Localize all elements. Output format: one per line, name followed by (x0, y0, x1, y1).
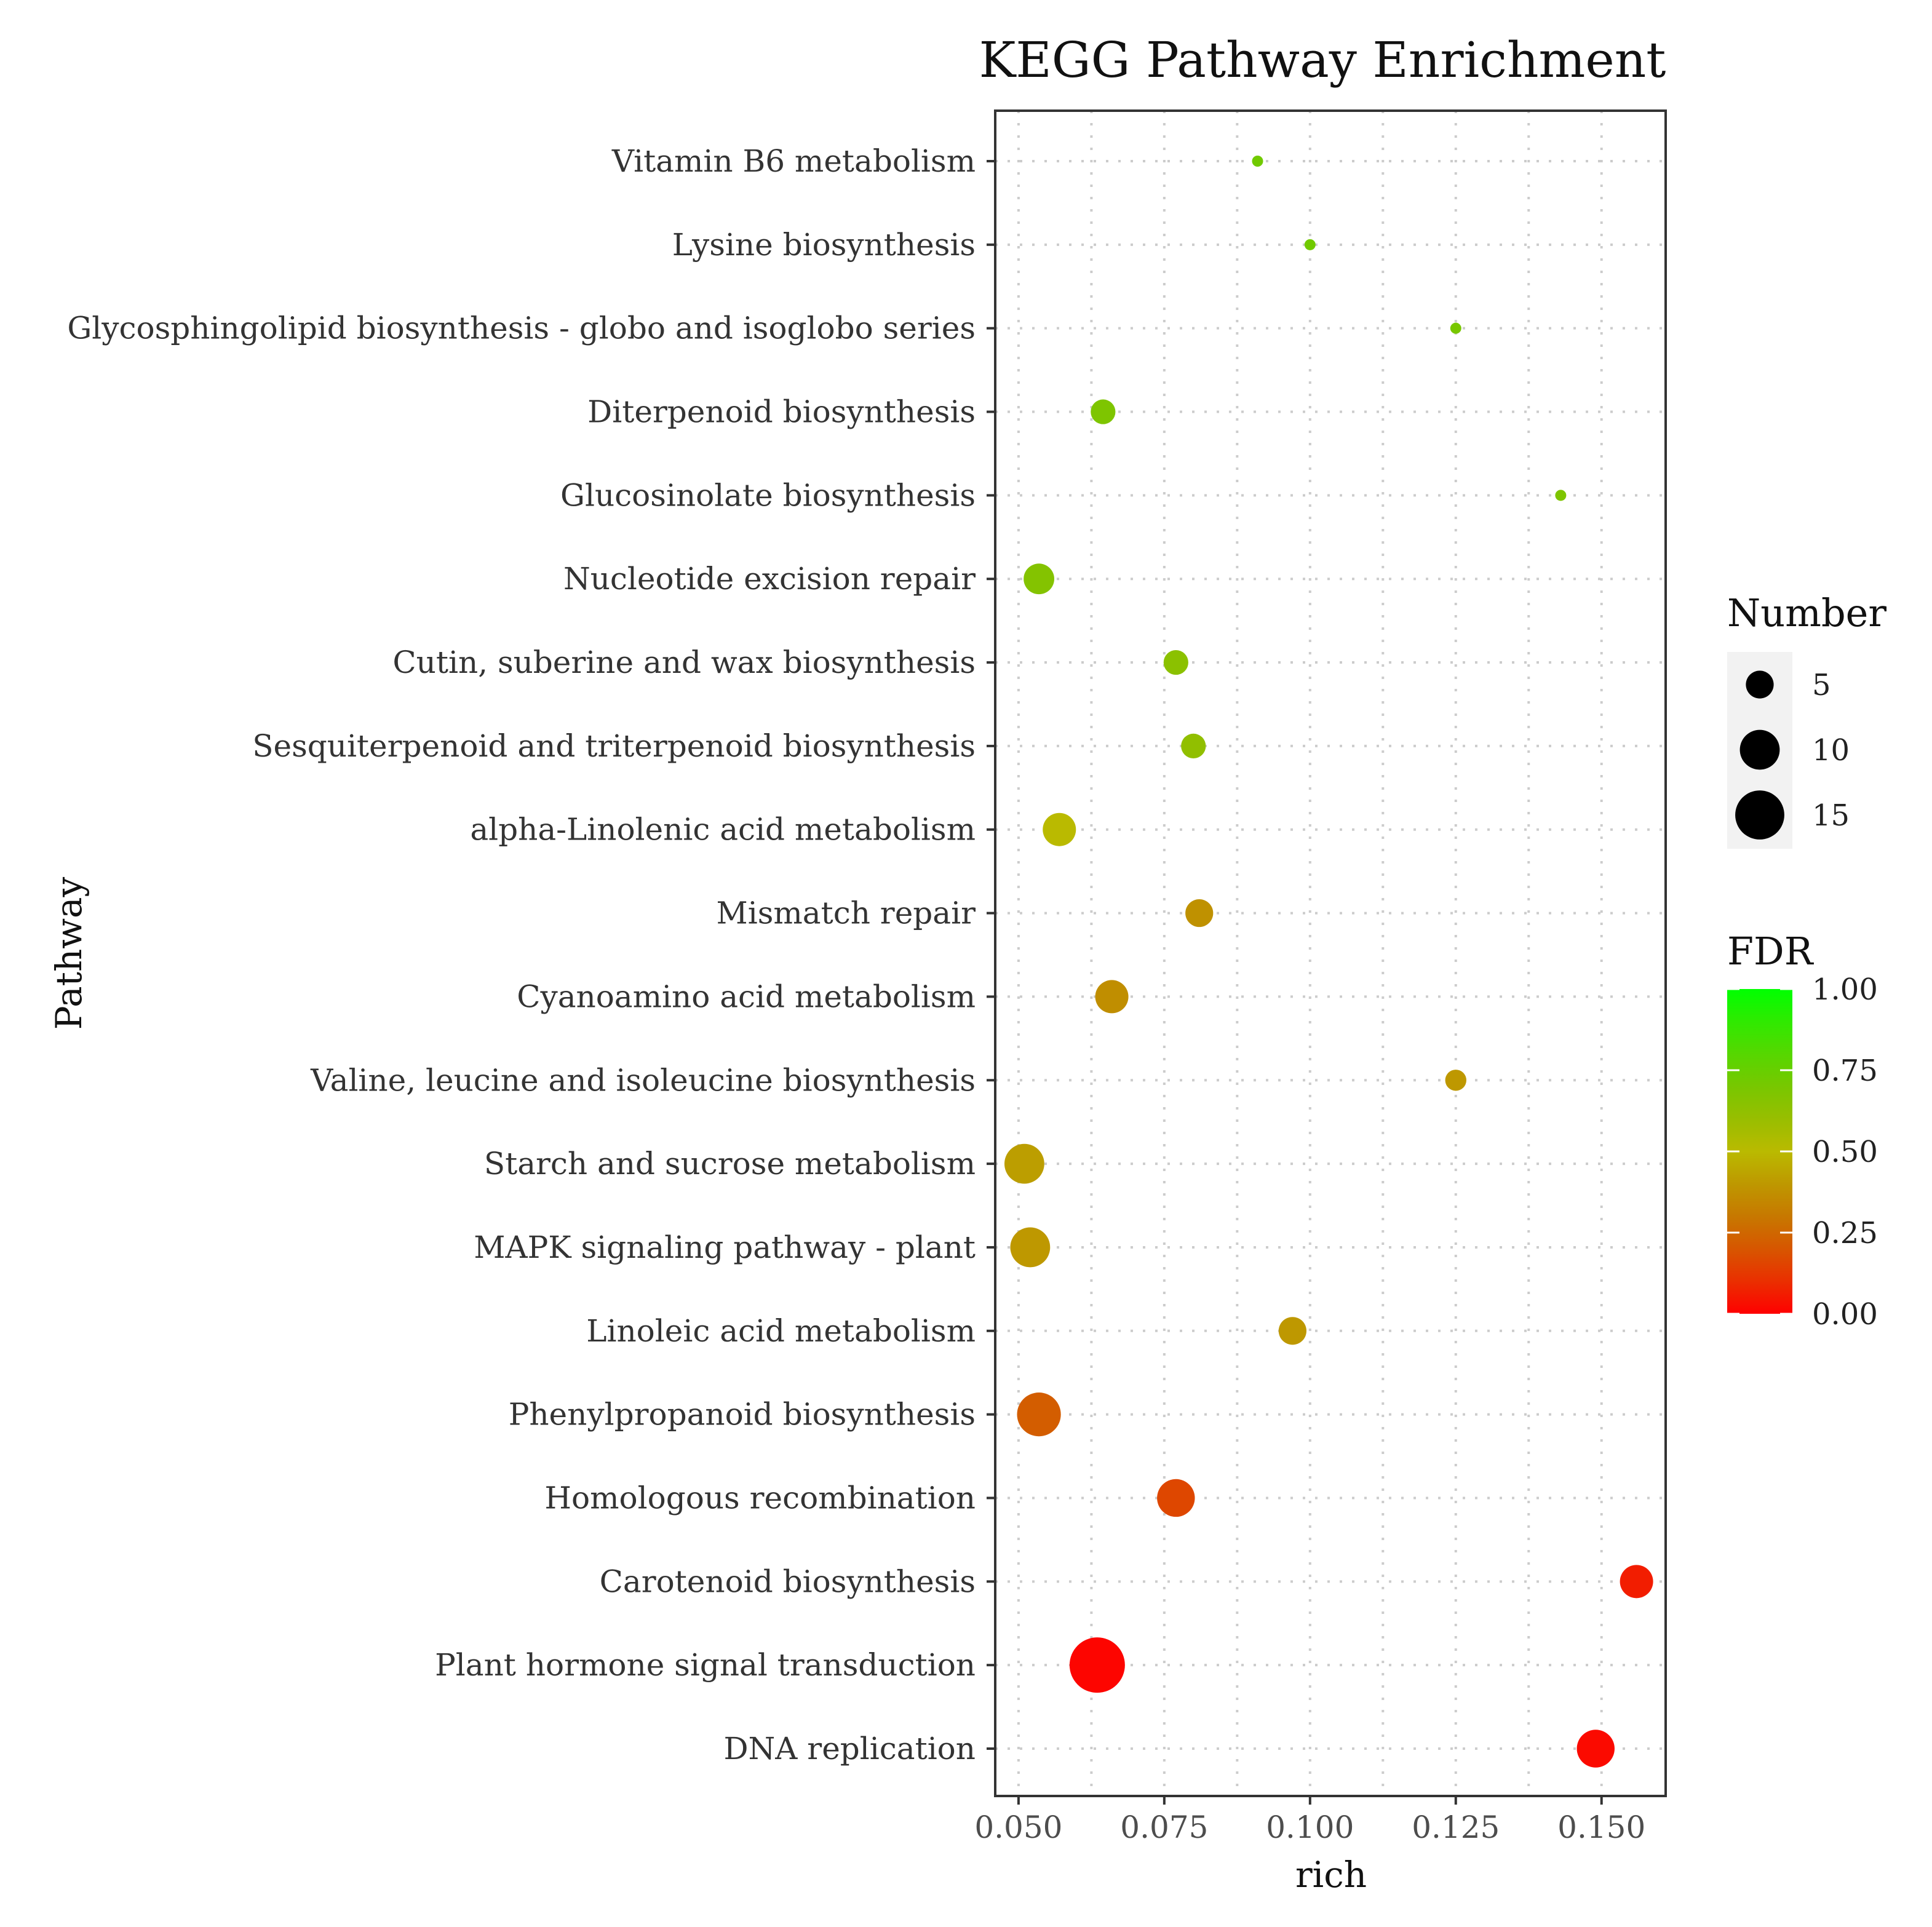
y-tick-label: Diterpenoid biosynthesis (587, 394, 976, 430)
colorbar-label: 0.25 (1812, 1216, 1878, 1250)
data-point (1450, 322, 1461, 334)
x-tick-label: 0.050 (974, 1810, 1062, 1845)
y-tick-label: Vitamin B6 metabolism (611, 143, 976, 179)
data-point (1043, 813, 1076, 846)
x-axis-title: rich (1295, 1854, 1367, 1896)
data-points (1004, 156, 1653, 1768)
data-point (1017, 1393, 1061, 1437)
x-axis: 0.050 0.075 0.100 0.125 0.150 (974, 1796, 1645, 1845)
y-tick-label: DNA replication (723, 1731, 976, 1766)
data-point (1278, 1317, 1306, 1345)
y-tick-label: Phenylpropanoid biosynthesis (509, 1397, 976, 1432)
y-tick-label: Nucleotide excision repair (563, 561, 976, 597)
y-axis-title: Pathway (48, 876, 90, 1030)
grid-lines (995, 111, 1666, 1796)
x-tick-label: 0.150 (1557, 1810, 1645, 1845)
y-tick-label: Cutin, suberine and wax biosynthesis (392, 645, 976, 680)
size-legend-circle (1746, 670, 1774, 699)
colorbar-label: 0.75 (1812, 1054, 1878, 1088)
x-tick-label: 0.125 (1412, 1810, 1500, 1845)
data-point (1024, 563, 1054, 595)
data-point (1576, 1730, 1615, 1768)
colorbar-label: 0.00 (1812, 1297, 1878, 1332)
data-point (1620, 1565, 1653, 1599)
y-tick-label: Linoleic acid metabolism (586, 1313, 976, 1349)
data-point (1304, 239, 1316, 250)
data-point (1163, 650, 1188, 675)
x-tick-label: 0.100 (1266, 1810, 1354, 1845)
y-tick-label: Plant hormone signal transduction (435, 1647, 976, 1683)
data-point (1010, 1227, 1051, 1268)
size-legend-circle (1739, 729, 1780, 770)
y-tick-label: Lysine biosynthesis (672, 227, 976, 263)
y-tick-label: Sesquiterpenoid and triterpenoid biosynt… (252, 728, 976, 764)
size-legend-label: 5 (1812, 668, 1831, 702)
y-tick-label: Cyanoamino acid metabolism (517, 979, 976, 1014)
y-tick-label: Starch and sucrose metabolism (484, 1146, 976, 1182)
x-tick-label: 0.075 (1120, 1810, 1208, 1845)
plot-panel-border (994, 109, 1667, 1797)
y-tick-label: alpha-Linolenic acid metabolism (470, 812, 976, 848)
data-point (1157, 1479, 1195, 1517)
data-point (1091, 399, 1116, 424)
data-point (1555, 490, 1567, 501)
y-tick-label: Homologous recombination (544, 1480, 976, 1516)
size-legend-label: 10 (1812, 733, 1850, 768)
chart-title: KEGG Pathway Enrichment (979, 31, 1666, 89)
data-point (1185, 899, 1214, 928)
y-axis: Vitamin B6 metabolism Lysine biosynthesis… (67, 143, 995, 1766)
colorbar-label: 1.00 (1812, 972, 1878, 1007)
y-tick-label: Mismatch repair (717, 896, 976, 931)
size-legend-title: Number (1727, 590, 1886, 635)
y-tick-label: Glucosinolate biosynthesis (560, 477, 976, 513)
data-point (1252, 156, 1263, 167)
y-tick-label: MAPK signaling pathway - plant (474, 1230, 976, 1265)
size-legend-circle (1735, 790, 1784, 840)
data-point (1445, 1070, 1466, 1091)
y-tick-label: Carotenoid biosynthesis (600, 1563, 976, 1599)
y-tick-label: Glycosphingolipid biosynthesis - globo a… (67, 311, 976, 346)
y-tick-label: Valine, leucine and isoleucine biosynthe… (310, 1062, 976, 1098)
size-legend-label: 15 (1812, 798, 1850, 833)
color-legend-title: FDR (1727, 929, 1815, 974)
data-point (1095, 980, 1129, 1014)
data-point (1181, 733, 1206, 758)
colorbar-label: 0.50 (1812, 1135, 1878, 1169)
data-point (1069, 1637, 1125, 1693)
data-point (1004, 1143, 1044, 1184)
legend: Number 5 10 15 FDR 0.00 0.25 0.50 0.75 1.00 (1727, 590, 1886, 1332)
